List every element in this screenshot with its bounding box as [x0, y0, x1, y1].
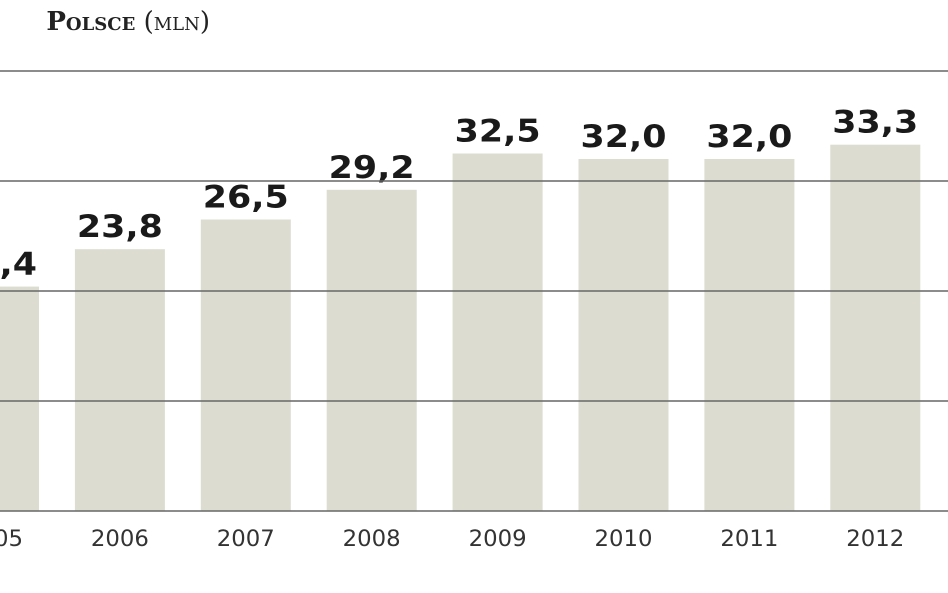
- x-tick-label: 2005: [0, 527, 23, 552]
- value-label: 26,5: [203, 180, 289, 216]
- bar: [0, 286, 39, 511]
- value-label: 33,3: [832, 105, 918, 141]
- value-label: 20,4: [0, 247, 37, 283]
- bar: [830, 144, 921, 511]
- title-text: Polsce: [46, 7, 135, 37]
- value-label: 23,8: [77, 209, 163, 245]
- x-tick-label: 2009: [469, 527, 527, 552]
- value-label: 29,2: [329, 150, 415, 186]
- bar: [704, 159, 795, 511]
- bar: [578, 159, 669, 511]
- bar: [326, 189, 417, 512]
- value-label: 32,5: [455, 114, 541, 150]
- x-tick-label: 2012: [846, 527, 904, 552]
- x-tick-label: 2008: [343, 527, 401, 552]
- bar: [452, 153, 543, 511]
- chart-title: Polsce (mln): [46, 7, 210, 37]
- bar: [200, 219, 291, 511]
- value-label: 32,0: [706, 119, 792, 155]
- x-tick-label: 2011: [720, 527, 778, 552]
- bar: [74, 249, 165, 511]
- x-tick-label: 2007: [217, 527, 275, 552]
- unit: (mln): [144, 7, 210, 37]
- x-tick-label: 2006: [91, 527, 149, 552]
- x-tick-label: 2010: [595, 527, 653, 552]
- value-label: 32,0: [581, 119, 667, 155]
